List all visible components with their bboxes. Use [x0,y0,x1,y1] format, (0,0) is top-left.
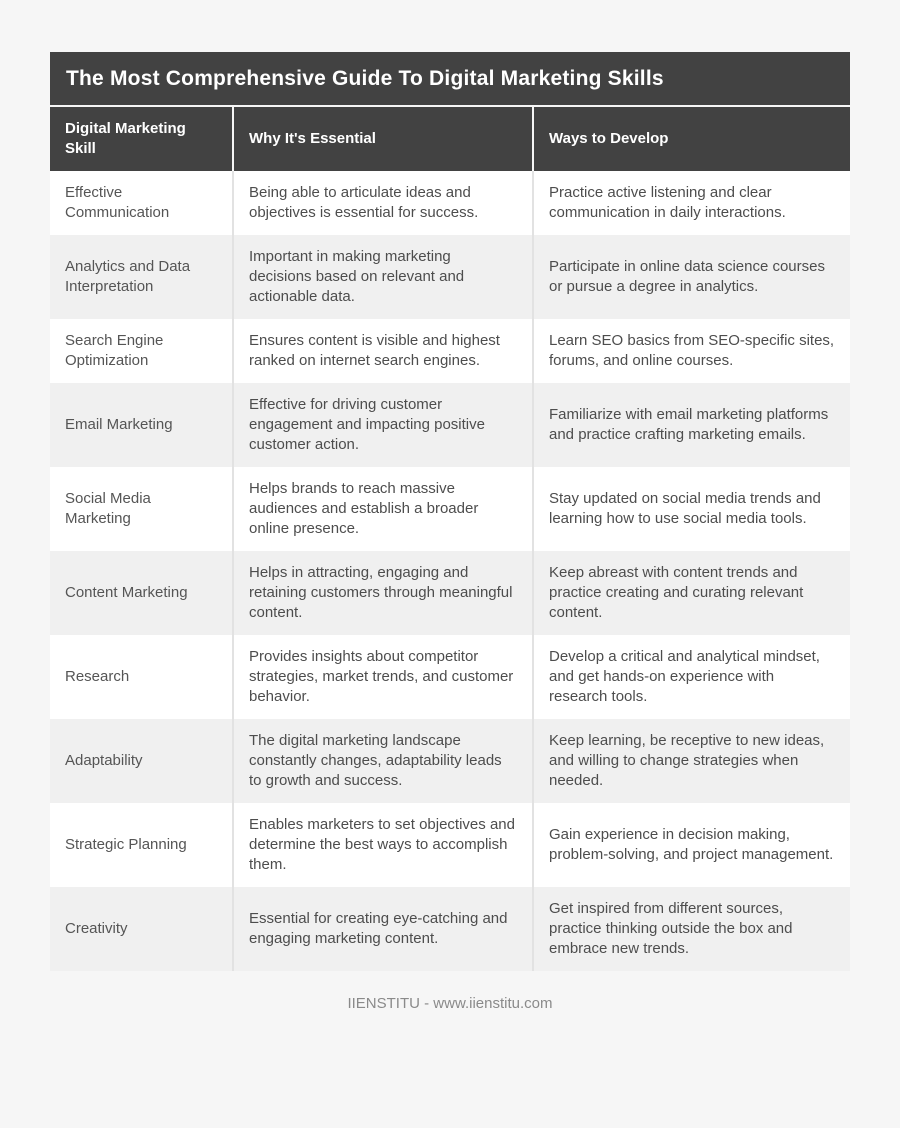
cell-skill: Adaptability [65,752,143,769]
cell-skill: Search Engine Optimization [65,332,164,369]
cell-develop: Get inspired from different sources, pra… [532,887,850,971]
cell-skill: Analytics and Data Interpretation [65,258,191,295]
table-row: Analytics and Data Interpretation Import… [50,235,850,319]
table-row: Creativity Essential for creating eye-ca… [50,887,850,971]
cell-skill: Email Marketing [65,416,173,433]
cell-essential: The digital marketing landscape constant… [232,719,533,803]
table-row: Research Provides insights about competi… [50,635,850,719]
cell-develop: Learn SEO basics from SEO-specific sites… [532,319,850,383]
cell-skill: Strategic Planning [65,836,187,853]
cell-skill: Effective Communication [65,184,170,221]
table-row: Email Marketing Effective for driving cu… [50,383,850,467]
cell-develop: Practice active listening and clear comm… [532,171,850,235]
header-row: Digital Marketing Skill Why It's Essenti… [50,107,850,171]
skills-table: Digital Marketing Skill Why It's Essenti… [50,107,850,971]
column-header-skill: Digital Marketing Skill [50,107,233,171]
cell-skill: Content Marketing [65,584,188,601]
cell-develop: Keep learning, be receptive to new ideas… [532,719,850,803]
cell-essential: Effective for driving customer engagemen… [232,383,533,467]
page-title: The Most Comprehensive Guide To Digital … [66,66,664,90]
cell-develop: Stay updated on social media trends and … [532,467,850,551]
cell-develop: Gain experience in decision making, prob… [532,803,850,887]
cell-essential: Being able to articulate ideas and objec… [232,171,533,235]
cell-skill: Research [65,668,130,685]
table-row: Content Marketing Helps in attracting, e… [50,551,850,635]
table-row: Adaptability The digital marketing lands… [50,719,850,803]
table-row: Search Engine Optimization Ensures conte… [50,319,850,383]
cell-develop: Participate in online data science cours… [532,235,850,319]
cell-essential: Ensures content is visible and highest r… [232,319,533,383]
column-header-essential: Why It's Essential [232,107,533,171]
column-header-develop: Ways to Develop [532,107,850,171]
cell-develop: Keep abreast with content trends and pra… [532,551,850,635]
table-row: Effective Communication Being able to ar… [50,171,850,235]
table-row: Strategic Planning Enables marketers to … [50,803,850,887]
cell-develop: Familiarize with email marketing platfor… [532,383,850,467]
footer-credit: IIENSTITU - www.iienstitu.com [347,995,553,1012]
cell-essential: Important in making marketing decisions … [232,235,533,319]
cell-essential: Provides insights about competitor strat… [232,635,533,719]
cell-essential: Enables marketers to set objectives and … [232,803,533,887]
cell-essential: Helps brands to reach massive audiences … [232,467,533,551]
table-row: Social Media Marketing Helps brands to r… [50,467,850,551]
cell-essential: Essential for creating eye-catching and … [232,887,533,971]
cell-skill: Creativity [65,920,128,937]
cell-essential: Helps in attracting, engaging and retain… [232,551,533,635]
skills-table-card: The Most Comprehensive Guide To Digital … [50,52,850,971]
table-title-bar: The Most Comprehensive Guide To Digital … [50,52,850,107]
cell-develop: Develop a critical and analytical mindse… [532,635,850,719]
cell-skill: Social Media Marketing [65,490,151,527]
